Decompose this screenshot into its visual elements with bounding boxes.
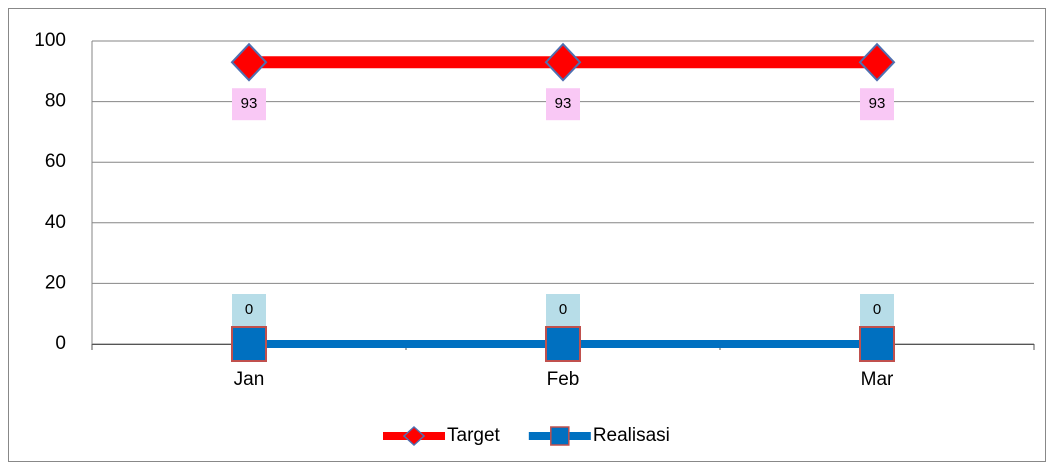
y-tick-label: 80 xyxy=(45,91,66,112)
data-label-box xyxy=(546,88,580,121)
data-label: 93 xyxy=(555,95,572,112)
data-label: 93 xyxy=(869,95,886,112)
point-marker xyxy=(231,326,267,362)
y-tick-label: 20 xyxy=(45,272,66,293)
data-label: 0 xyxy=(559,301,567,318)
legend-marker xyxy=(550,426,570,446)
x-tick-label: Mar xyxy=(861,369,894,390)
point-marker xyxy=(545,326,581,362)
point-marker xyxy=(230,42,268,82)
y-tick-label: 100 xyxy=(34,30,66,51)
data-label-box xyxy=(860,294,894,326)
data-label-box xyxy=(546,294,580,326)
data-label-box xyxy=(232,88,266,121)
data-label: 0 xyxy=(873,301,881,318)
legend-label: Target xyxy=(447,425,501,446)
y-tick-label: 0 xyxy=(55,333,66,354)
y-tick-label: 40 xyxy=(45,212,66,233)
data-label-box xyxy=(860,88,894,121)
point-marker xyxy=(859,326,895,362)
x-tick-label: Jan xyxy=(234,369,265,390)
legend-marker xyxy=(402,425,426,447)
point-marker xyxy=(858,42,896,82)
y-tick-label: 60 xyxy=(45,151,66,172)
data-label-box xyxy=(232,294,266,326)
x-tick-label: Feb xyxy=(547,369,580,390)
point-marker xyxy=(544,42,582,82)
data-label: 0 xyxy=(245,301,253,318)
legend-label: Realisasi xyxy=(593,425,670,446)
chart-border xyxy=(8,8,1046,462)
data-label: 93 xyxy=(241,95,258,112)
